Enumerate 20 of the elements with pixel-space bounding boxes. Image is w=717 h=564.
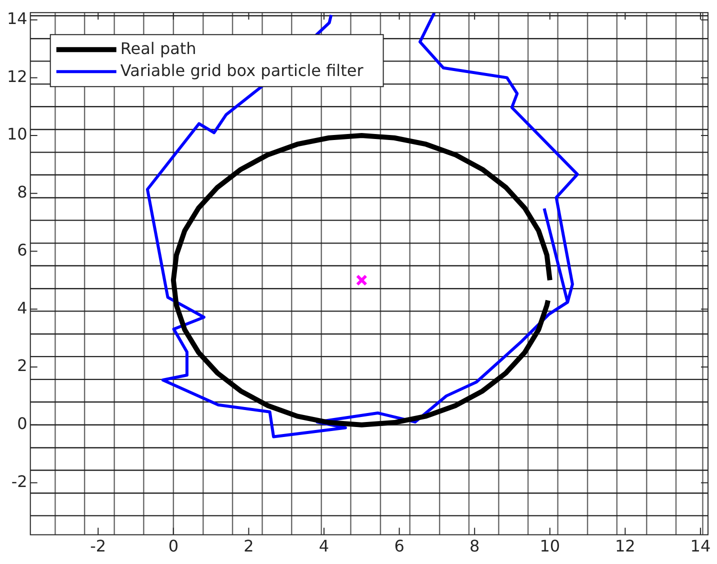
- x-tick-label: 10: [540, 536, 560, 556]
- legend-label: Variable grid box particle filter: [120, 60, 364, 80]
- y-tick-label: 4: [17, 298, 28, 318]
- y-tick-label: 0: [17, 414, 28, 434]
- x-tick-label: 0: [168, 536, 179, 556]
- legend-label: Real path: [120, 38, 196, 58]
- y-tick-label: 6: [17, 240, 28, 260]
- y-tick-label: 10: [7, 124, 28, 144]
- y-tick-label: 14: [7, 8, 28, 28]
- x-tick-label: 8: [469, 536, 480, 556]
- y-tick-label: 8: [17, 182, 28, 202]
- x-tick-label: 2: [244, 536, 254, 556]
- x-tick-label: 12: [615, 536, 636, 556]
- y-tick-label: -2: [11, 472, 28, 491]
- x-tick-label: -2: [90, 536, 106, 556]
- x-tick-label: 6: [394, 536, 404, 556]
- y-tick-label: 12: [7, 66, 28, 86]
- y-tick-label: 2: [17, 356, 28, 376]
- x-tick-label: 4: [318, 536, 330, 556]
- x-tick-label: 14: [690, 536, 711, 556]
